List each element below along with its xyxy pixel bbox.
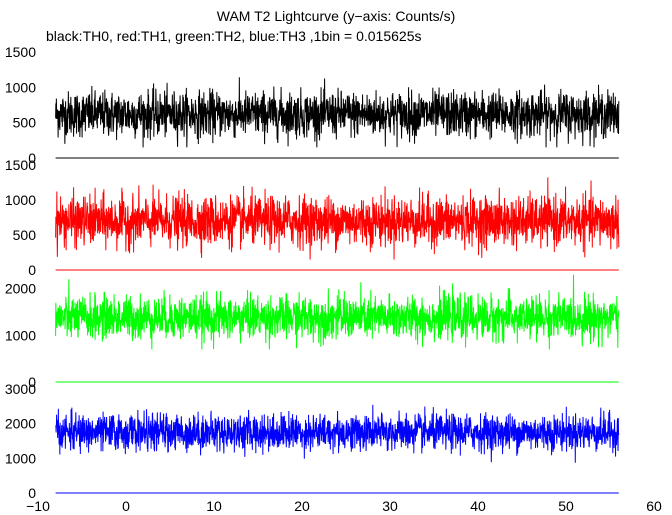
series-line-TH0 — [55, 77, 620, 148]
chart-subtitle: black:TH0, red:TH1, green:TH2, blue:TH3 … — [46, 28, 421, 44]
series-line-TH2 — [55, 274, 620, 350]
series-line-TH3 — [55, 404, 620, 463]
y-tick-label: 1000 — [5, 327, 36, 343]
y-tick-label: 1000 — [5, 79, 36, 95]
y-tick-label: 0 — [28, 485, 36, 501]
x-tick-label: 30 — [382, 498, 398, 514]
y-tick-label: 500 — [13, 227, 37, 243]
x-tick-label: 20 — [294, 498, 310, 514]
y-tick-label: 0 — [28, 374, 36, 390]
x-tick-label: 10 — [206, 498, 222, 514]
y-tick-label: 0 — [28, 262, 36, 278]
x-tick-label: 50 — [558, 498, 574, 514]
panel-TH3: 0 1000 2000 3000 — [5, 381, 620, 501]
y-tick-label: 2000 — [5, 281, 36, 297]
x-tick-label: −10 — [26, 498, 50, 514]
x-tick-label: 0 — [122, 498, 130, 514]
y-tick-label: 1000 — [5, 450, 36, 466]
y-tick-label: 1000 — [5, 192, 36, 208]
x-axis: −10 0 10 20 30 40 50 60 — [26, 498, 662, 514]
x-tick-label: 40 — [470, 498, 486, 514]
x-tick-label: 60 — [646, 498, 662, 514]
y-tick-label: 3000 — [5, 381, 36, 397]
panel-TH1: 0 500 1000 1500 — [5, 157, 620, 278]
series-line-TH1 — [55, 177, 620, 260]
panel-TH0: 0 500 1000 1500 — [5, 44, 620, 166]
y-tick-label: 1500 — [5, 44, 36, 60]
panel-TH2: 0 1000 2000 — [5, 274, 620, 390]
chart-title: WAM T2 Lightcurve (y−axis: Counts/s) — [217, 8, 455, 24]
y-tick-label: 0 — [28, 150, 36, 166]
y-tick-label: 1500 — [5, 157, 36, 173]
y-tick-label: 500 — [13, 115, 37, 131]
y-tick-label: 2000 — [5, 416, 36, 432]
panels-group: 0500100015000500100015000100020000100020… — [5, 44, 620, 501]
